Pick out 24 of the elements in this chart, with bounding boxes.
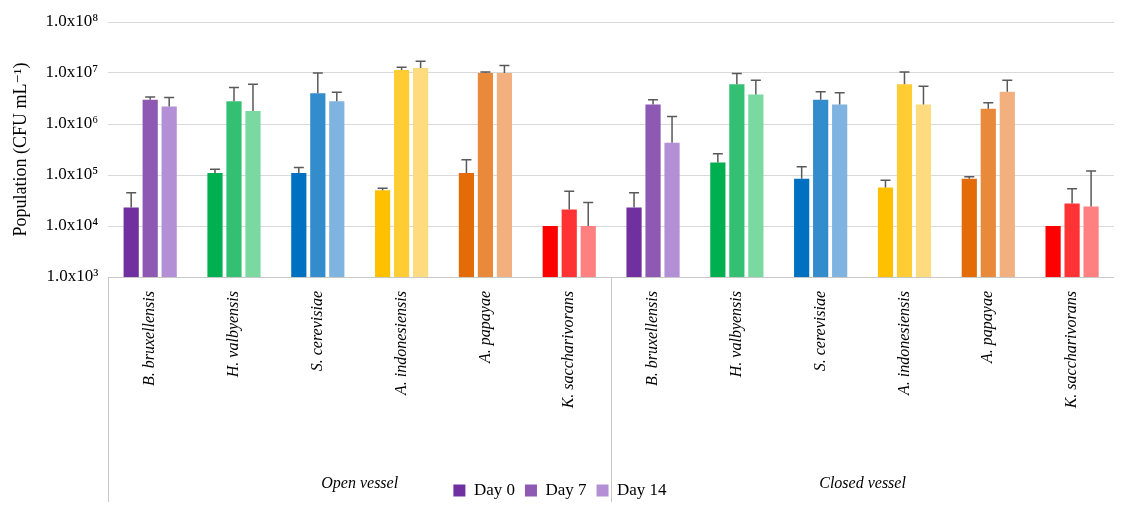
- x-tick-label: K. saccharivorans: [1062, 291, 1080, 410]
- x-tick-label: B. bruxellensis: [140, 291, 158, 387]
- x-tick-label: A. papayae: [475, 291, 494, 364]
- text: Open vessel: [321, 474, 399, 493]
- x-tick-label: H. valbyensis: [727, 291, 746, 379]
- y-tick-label: 1.0x10⁸: [45, 11, 99, 31]
- text: Closed vessel: [819, 474, 907, 492]
- legend-label: Day 0: [473, 479, 515, 499]
- y-axis-title: Population (CFU mL⁻¹): [9, 62, 31, 237]
- x-tick-label: A. papayae: [978, 291, 997, 364]
- y-tick-label: 1.0x10⁴: [45, 215, 99, 235]
- x-tick-label: K. saccharivorans: [559, 291, 577, 410]
- x-tick-label: A. indonesiensis: [391, 291, 409, 396]
- legend-label: Day 14: [617, 479, 668, 499]
- y-tick-label: 1.0x10⁷: [45, 62, 99, 82]
- x-tick-label: S. cerevisiae: [810, 291, 828, 372]
- y-tick-label: 1.0x10³: [46, 266, 99, 286]
- legend-label: Day 7: [545, 479, 588, 499]
- x-tick-label: H. valbyensis: [224, 291, 243, 379]
- y-tick-label: 1.0x10⁵: [45, 164, 99, 184]
- x-tick-label: S. cerevisiae: [308, 291, 326, 372]
- y-tick-label: 1.0x10⁶: [45, 113, 99, 133]
- x-tick-label: B. bruxellensis: [643, 291, 661, 387]
- x-tick-label: A. indonesiensis: [894, 291, 912, 396]
